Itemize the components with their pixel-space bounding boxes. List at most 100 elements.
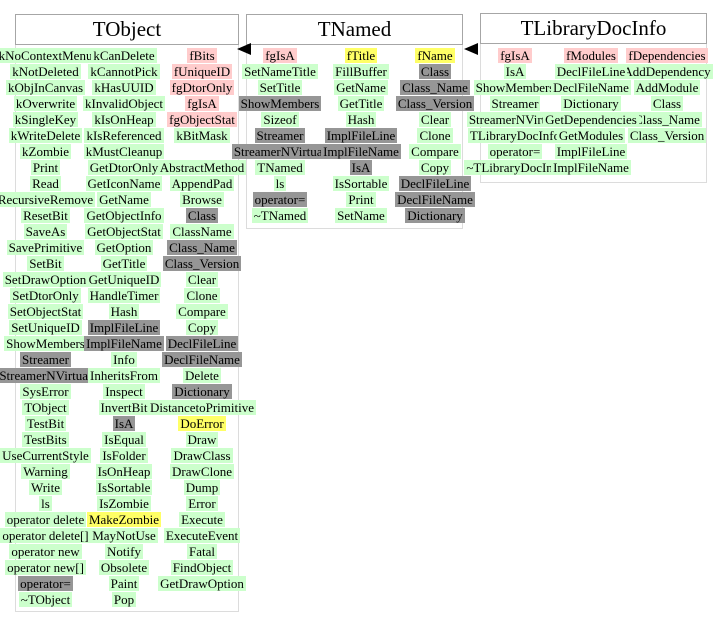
member-cell: IsFolder [100, 448, 148, 463]
member-cell: operator delete[] [0, 528, 91, 543]
member-cell: fName [415, 48, 455, 63]
member-cell: InvertBit [98, 400, 150, 415]
member-cell: Clear [185, 272, 219, 287]
member-cell: Browse [180, 192, 224, 207]
member-cell: kObjInCanvas [5, 80, 86, 95]
member-cell: GetModules [556, 128, 626, 143]
member-cell: IsZombie [97, 496, 151, 511]
member-cell: ResetBit [21, 208, 70, 223]
member-cell: SetDtorOnly [10, 288, 81, 303]
member-cell: ExecuteEvent [163, 528, 241, 543]
member-cell: HandleTimer [87, 288, 161, 303]
member-cell: Dictionary [561, 96, 621, 111]
member-cell: TLibraryDocInfo [467, 128, 563, 143]
member-cell: GetTitle [100, 256, 148, 271]
member-cell: Dictionary [172, 384, 232, 399]
tobject-members-column-2: kCanDelete kCannotPick kHasUUID kInvalidObj… [83, 48, 165, 608]
member-cell: kInvalidObject [83, 96, 165, 111]
member-cell: SetName [335, 208, 387, 223]
member-cell: DrawClone [170, 464, 234, 479]
member-cell: ImplFileName [321, 144, 401, 159]
member-cell: kMustCleanup [83, 144, 165, 159]
member-cell: fDependencies [626, 48, 708, 63]
member-cell: ls [39, 496, 52, 511]
member-cell: RecursiveRemove [0, 192, 96, 207]
member-cell: ~TLibraryDocInfo [464, 160, 566, 175]
tobject-class-title: TObject [92, 17, 162, 41]
member-cell: SysError [20, 384, 71, 399]
member-cell: ImplFileLine [554, 144, 628, 159]
member-cell: Read [30, 176, 61, 191]
member-cell: InheritsFrom [88, 368, 160, 383]
member-cell: ImplFileName [551, 160, 631, 175]
member-cell: Copy [185, 320, 219, 335]
inheritance-arrow-left-icon [464, 43, 478, 55]
member-cell: Warning [21, 464, 70, 479]
member-cell: kNotDeleted [10, 64, 81, 79]
member-cell: GetIconName [85, 176, 163, 191]
member-cell: fgIsA [185, 96, 219, 111]
member-cell: Class_Name [400, 80, 470, 95]
member-cell: DeclFileName [162, 352, 242, 367]
member-cell: kNoContextMenu [0, 48, 95, 63]
member-cell: Dictionary [405, 208, 465, 223]
member-cell: GetObjectStat [85, 224, 163, 239]
member-cell: FindObject [170, 560, 234, 575]
member-cell: Sizeof [261, 112, 299, 127]
member-cell: Paint [108, 576, 140, 591]
tnamed-members-column-1: fgIsA SetNameTitle SetTitle ShowMembers Size… [231, 48, 329, 224]
member-cell: Class [650, 96, 684, 111]
member-cell: Delete [183, 368, 221, 383]
member-cell: Streamer [254, 128, 306, 143]
member-cell: kBitMask [174, 128, 230, 143]
tlibrarydocinfo-members-column-2: fModules DeclFileLine DeclFileName Dictiona… [543, 48, 639, 176]
member-cell: Hash [345, 112, 377, 127]
member-cell: Streamer [489, 96, 541, 111]
member-cell: operator new [9, 544, 82, 559]
member-cell: kIsOnHeap [92, 112, 156, 127]
member-cell: DoError [178, 416, 226, 431]
member-cell: DeclFileLine [398, 176, 472, 191]
member-cell: Class_Name [632, 112, 702, 127]
member-cell: IsA [112, 416, 136, 431]
member-cell: DeclFileLine [554, 64, 628, 79]
tlibrarydocinfo-class-title: TLibraryDocInfo [520, 16, 667, 40]
member-cell: ClassName [170, 224, 234, 239]
member-cell: kSingleKey [12, 112, 79, 127]
member-cell: Info [111, 352, 137, 367]
inheritance-arrow-left-icon [237, 43, 251, 55]
member-cell: Class [418, 64, 452, 79]
member-cell: GetName [97, 192, 151, 207]
member-cell: Class_Version [162, 256, 242, 271]
member-cell: StreamerNVirtual [466, 112, 564, 127]
tnamed-class-header: TNamed [246, 14, 463, 45]
member-cell: Copy [418, 160, 452, 175]
member-cell: Compare [176, 304, 228, 319]
member-cell: Streamer [20, 352, 71, 367]
member-cell: AppendPad [169, 176, 235, 191]
member-cell: StreamerNVirtual [0, 368, 94, 383]
member-cell: AddDependency [621, 64, 713, 79]
member-cell: TestBits [22, 432, 69, 447]
member-cell: ShowMembers [238, 96, 322, 111]
member-cell: operator new[] [5, 560, 86, 575]
member-cell: Class [185, 208, 219, 223]
member-cell: fgObjectStat [167, 112, 237, 127]
member-cell: kZombie [20, 144, 71, 159]
member-cell: Clear [418, 112, 452, 127]
tlibrarydocinfo-class-header: TLibraryDocInfo [480, 13, 707, 44]
member-cell: Hash [108, 304, 140, 319]
member-cell: kWriteDelete [8, 128, 83, 143]
member-cell: Clone [184, 288, 220, 303]
member-cell: AbstractMethod [157, 160, 247, 175]
member-cell: Draw [185, 432, 219, 447]
member-cell: MakeZombie [86, 512, 162, 527]
tobject-members-column-1: kNoContextMenu kNotDeleted kObjInCanvas kOv… [0, 48, 96, 608]
member-cell: operator= [487, 144, 543, 159]
member-cell: AddModule [633, 80, 701, 95]
member-cell: SetDrawOption [2, 272, 89, 287]
member-cell: IsOnHeap [95, 464, 153, 479]
member-cell: ~TObject [18, 592, 73, 607]
member-cell: DeclFileName [551, 80, 631, 95]
